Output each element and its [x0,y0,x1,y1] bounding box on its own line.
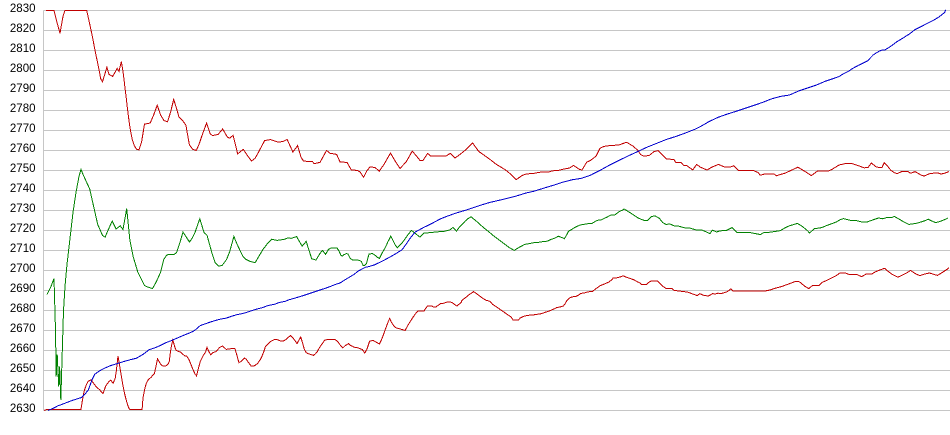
svg-text:2630: 2630 [10,403,36,415]
svg-text:2760: 2760 [10,143,36,155]
svg-text:2810: 2810 [10,43,36,55]
svg-text:2820: 2820 [10,23,36,35]
svg-text:2700: 2700 [10,263,36,275]
svg-text:2740: 2740 [10,183,36,195]
svg-text:2670: 2670 [10,323,36,335]
svg-text:2710: 2710 [10,243,36,255]
svg-text:2730: 2730 [10,203,36,215]
svg-text:2800: 2800 [10,63,36,75]
svg-text:2650: 2650 [10,363,36,375]
svg-text:2720: 2720 [10,223,36,235]
svg-text:2780: 2780 [10,103,36,115]
svg-text:2660: 2660 [10,343,36,355]
svg-text:2750: 2750 [10,163,36,175]
svg-text:2640: 2640 [10,383,36,395]
svg-text:2680: 2680 [10,303,36,315]
svg-text:2770: 2770 [10,123,36,135]
svg-text:2790: 2790 [10,83,36,95]
svg-text:2830: 2830 [10,3,36,15]
svg-text:2690: 2690 [10,283,36,295]
